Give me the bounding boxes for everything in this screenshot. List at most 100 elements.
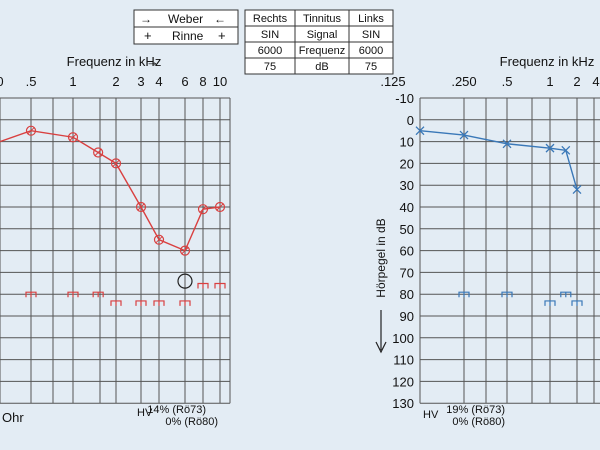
right-bone-conduction-point [153,300,165,306]
right-bone-conduction-point [197,282,209,289]
weber-right-icon: → [140,12,152,26]
table-cell-right-signal: SIN [261,29,279,41]
table-header-links: Links [358,13,384,25]
left-bone-conduction-point [571,300,583,306]
right-air-conduction-point [179,245,191,256]
right-footer-ear-label: Ohr [2,410,24,425]
right-air-conduction-point [25,125,37,136]
right-air-conduction-point [135,201,147,213]
right-bone-conduction-point [179,300,191,306]
left-y-tick-label: 120 [392,374,414,389]
right-x-tick-label: 4 [155,74,162,89]
left-air-conduction-point [561,145,571,155]
right-air-conduction-point-slash [216,203,224,211]
right-footer-hv: HV [137,407,153,419]
right-chart-grid [0,97,231,404]
left-x-tick-label: .250 [451,74,476,89]
left-ear-audiogram: Frequenz in kHz .125 .250 .5 1 2 4 -10 0 10 20 30… [374,54,600,428]
left-air-conduction-point [572,185,582,195]
weber-left-icon: ← [214,12,226,26]
right-chart-arrow-icon: → [146,54,159,69]
right-bone-conduction-point [135,300,147,306]
right-masking-circle [177,273,193,289]
right-bone-conduction-point [214,282,226,289]
table-header-rechts: Rechts [253,13,288,25]
right-x-tick-label: 3 [137,74,144,89]
table-header-tinnitus: Tinnitus [303,13,342,25]
table-cell-left-signal: SIN [362,29,380,41]
left-air-conduction-line [419,130,578,190]
right-x-tick-label: 8 [199,74,206,89]
right-air-conduction-point-slash [69,133,77,141]
rinne-label: Rinne [172,29,204,43]
left-air-conduction-point [415,126,425,136]
right-bone-conduction-point [67,291,79,298]
right-x-tick-label: 6 [181,74,188,89]
right-air-conduction-point [214,201,226,213]
left-bone-conduction-point [560,291,572,298]
left-y-tick-label: 0 [407,113,414,128]
left-chart-y-ticks: -10 0 10 20 30 40 50 60 70 80 90 100 110 120 130 [392,91,414,411]
right-air-conduction-point-slash [199,205,207,213]
right-x-tick-label: 10 [213,74,227,89]
left-air-conduction-point [545,143,555,153]
left-footer-line-2: 0% (Rö80) [452,416,505,428]
table-cell-left-frequency: 6000 [359,45,383,57]
right-bone-conduction-point [25,291,37,298]
left-x-tick-label: .125 [380,74,405,89]
left-y-tick-label: 10 [400,135,414,150]
right-ear-audiogram: Frequenz in kHz → 0 .5 1 2 34 68 10 Ohr HV 14%… [0,54,231,428]
right-footer-line-2: 0% (Rö80) [165,416,218,428]
right-x-tick-label: .5 [26,74,37,89]
left-x-tick-label: 2 [573,74,580,89]
left-chart-ylabel: Hörpegel in dB [374,218,388,297]
right-air-conduction-point [67,132,79,143]
left-y-tick-label: 80 [400,287,414,302]
left-y-tick-label: 40 [400,200,414,215]
right-air-conduction-line [0,129,221,252]
right-air-conduction-point [153,234,165,245]
right-air-conduction-point [110,158,122,169]
table-cell-db-label: dB [315,61,328,73]
table-cell-frequency-label: Frequenz [299,45,345,57]
left-bone-conduction-point [544,300,556,306]
table-cell-right-frequency: 6000 [258,45,282,57]
right-air-conduction-point-slash [155,236,163,244]
left-y-tick-label: 90 [400,309,414,324]
left-y-tick-label: 100 [392,331,414,346]
left-footer-line-1: 19% (Rö73) [446,404,505,416]
right-air-conduction-point-slash [94,149,102,156]
right-x-tick-label: 1 [69,74,76,89]
right-air-conduction-point-slash [181,247,189,254]
weber-label: Weber [168,12,203,26]
right-bone-conduction-point [110,300,122,306]
left-y-tick-label: 130 [392,396,414,411]
left-y-tick-label: 20 [400,156,414,171]
right-chart-title: Frequenz in kHz [67,54,162,69]
left-y-tick-label: 70 [400,265,414,280]
left-chart-series [415,126,583,306]
table-cell-right-db: 75 [264,61,276,73]
left-x-tick-label: 1 [546,74,553,89]
left-y-tick-label: 30 [400,178,414,193]
left-y-tick-label: -10 [395,91,414,106]
down-arrow-icon [375,310,387,354]
left-footer-hv: HV [423,409,439,421]
table-cell-signal-label: Signal [307,29,338,41]
left-air-conduction-point [502,139,512,149]
rinne-left-icon: + [218,28,226,43]
left-x-tick-label: .5 [502,74,513,89]
left-chart-x-ticks: .125 .250 .5 1 2 4 [380,74,599,89]
table-cell-left-db: 75 [365,61,377,73]
left-chart-title: Frequenz in kHz [500,54,595,69]
left-y-tick-label: 60 [400,244,414,259]
left-air-conduction-point [459,130,469,140]
left-bone-conduction-point [458,291,470,298]
right-air-conduction-point-slash [27,127,35,135]
left-y-tick-label: 50 [400,222,414,237]
tinnitus-table: Rechts Tinnitus Links SIN Signal SIN 600… [244,9,394,75]
left-chart-grid [419,97,600,404]
right-chart-x-ticks: 0 .5 1 2 34 68 10 [0,74,227,89]
right-chart-series [0,125,226,306]
